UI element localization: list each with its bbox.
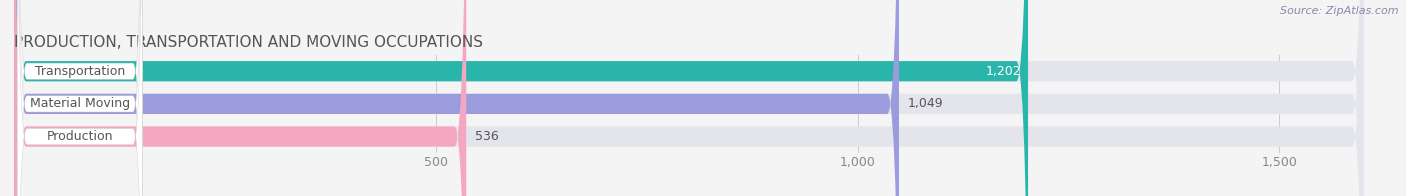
FancyBboxPatch shape	[14, 0, 1028, 196]
Text: Source: ZipAtlas.com: Source: ZipAtlas.com	[1281, 6, 1399, 16]
Text: 536: 536	[475, 130, 498, 143]
Text: Production: Production	[46, 130, 112, 143]
FancyBboxPatch shape	[17, 0, 142, 196]
FancyBboxPatch shape	[14, 0, 1364, 196]
Text: PRODUCTION, TRANSPORTATION AND MOVING OCCUPATIONS: PRODUCTION, TRANSPORTATION AND MOVING OC…	[14, 34, 484, 50]
FancyBboxPatch shape	[14, 0, 1364, 196]
FancyBboxPatch shape	[14, 0, 467, 196]
FancyBboxPatch shape	[14, 0, 1364, 196]
FancyBboxPatch shape	[17, 0, 142, 196]
FancyBboxPatch shape	[17, 0, 142, 196]
Text: Material Moving: Material Moving	[30, 97, 129, 110]
Text: Transportation: Transportation	[35, 65, 125, 78]
FancyBboxPatch shape	[14, 0, 898, 196]
Text: 1,049: 1,049	[907, 97, 943, 110]
Text: 1,202: 1,202	[986, 65, 1021, 78]
